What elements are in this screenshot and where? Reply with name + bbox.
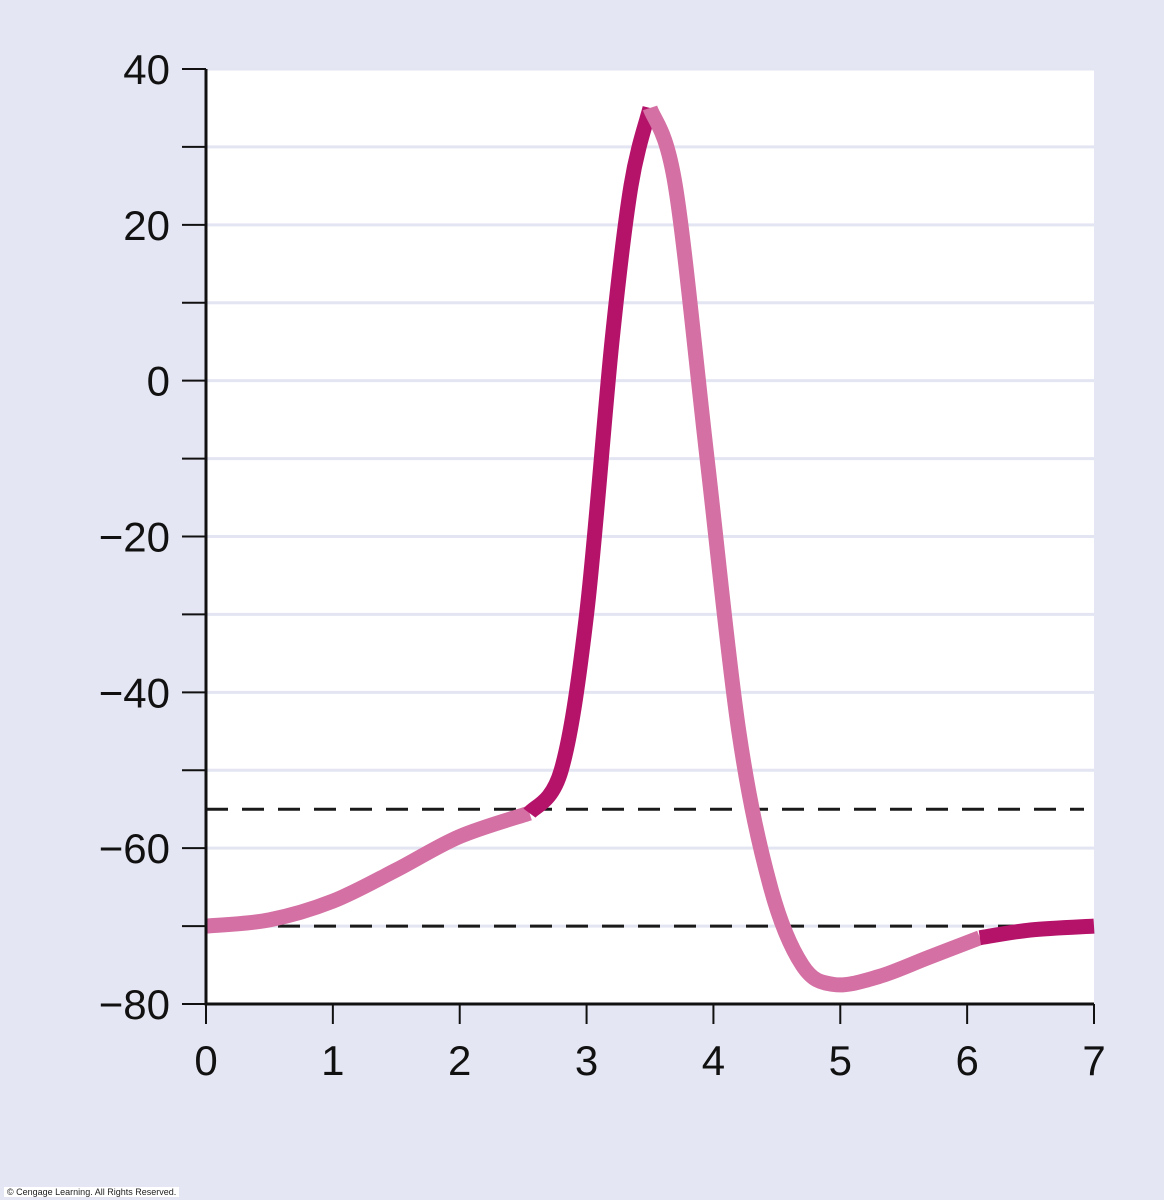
x-tick-label: 0 — [194, 1037, 217, 1084]
data-series — [205, 105, 1095, 993]
tick-labels: −80 −60 −40 −20 0 20 40 0 1 2 3 4 5 6 7 — [99, 46, 1106, 1084]
x-tick-label: 2 — [448, 1037, 471, 1084]
curve-depolarization — [523, 106, 658, 819]
x-tick-label: 6 — [955, 1037, 978, 1084]
y-tick-label: 20 — [123, 202, 170, 249]
y-tick-label: 40 — [123, 46, 170, 93]
y-tick-label: −20 — [99, 514, 170, 561]
copyright-credit: © Cengage Learning. All Rights Reserved. — [4, 1187, 180, 1197]
x-tick-label: 5 — [829, 1037, 852, 1084]
x-tick-label: 7 — [1082, 1037, 1105, 1084]
curve-repolarization — [642, 105, 983, 993]
x-tick-label: 3 — [575, 1037, 598, 1084]
reference-lines — [206, 807, 1084, 928]
x-tick-label: 1 — [321, 1037, 344, 1084]
curve-resting — [205, 805, 532, 934]
y-tick-label: −40 — [99, 669, 170, 716]
y-tick-label: 0 — [147, 358, 170, 405]
gridlines — [206, 67, 1094, 928]
x-tick-label: 4 — [702, 1037, 725, 1084]
axes — [182, 68, 1095, 1024]
y-tick-label: −60 — [99, 825, 170, 872]
y-tick-label: −80 — [99, 981, 170, 1028]
curve-recovery — [978, 918, 1095, 946]
